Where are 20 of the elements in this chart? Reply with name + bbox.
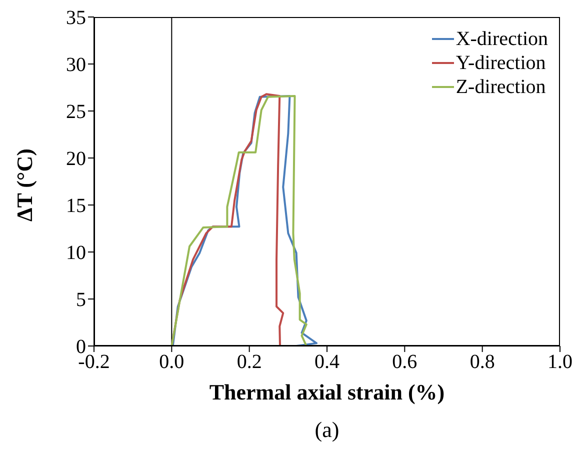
y-axis-title: ΔT (°C) [12, 148, 37, 222]
y-tick-label: 30 [66, 54, 86, 76]
y-tick-label: 15 [66, 195, 86, 218]
y-tick-label: 25 [66, 101, 86, 124]
y-tick-label: 10 [66, 242, 86, 264]
y-tick-label: 35 [66, 7, 86, 30]
x-tick-label: 0.0 [159, 351, 184, 374]
legend-label: X-direction [456, 27, 548, 51]
y-tick-label: 0 [76, 336, 86, 358]
legend-label: Y-direction [456, 51, 546, 75]
x-tick-label: 0.6 [392, 351, 418, 374]
text: (a) [314, 417, 340, 443]
legend-label: Z-direction [456, 75, 546, 99]
x-tick-label: 0.4 [314, 351, 340, 374]
x-tick-label: 0.8 [470, 351, 495, 374]
x-axis-title: Thermal axial strain (%) [209, 380, 445, 405]
x-tick-label: 1.0 [548, 351, 572, 374]
x-tick-label: 0.2 [236, 351, 262, 374]
y-tick-label: 5 [76, 289, 86, 312]
y-tick-label: 20 [66, 148, 86, 170]
